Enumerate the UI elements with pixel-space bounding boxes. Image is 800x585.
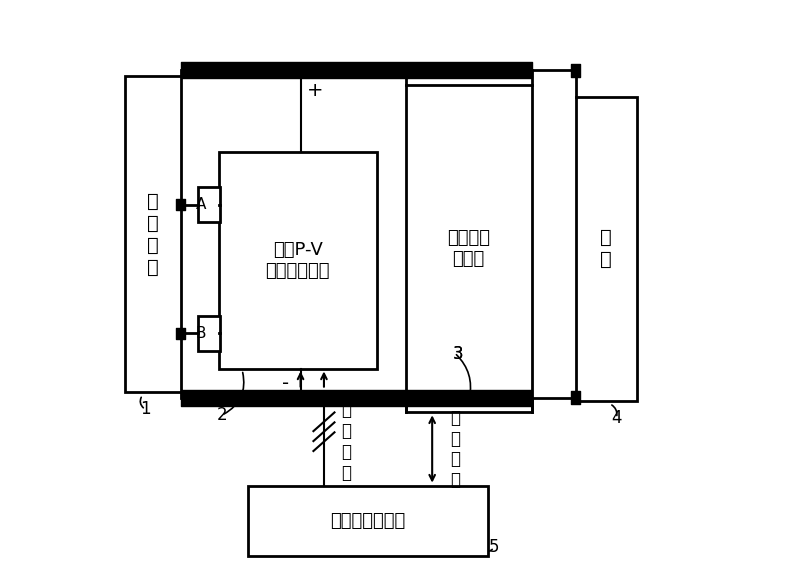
Text: B: B: [196, 326, 206, 341]
Text: 驱
动
信
号: 驱 动 信 号: [341, 401, 351, 482]
Text: 负
载: 负 载: [600, 228, 612, 269]
Text: A: A: [196, 197, 206, 212]
Text: 4: 4: [611, 410, 622, 427]
Bar: [125, 76, 181, 392]
Bar: [575, 97, 637, 401]
Text: 1: 1: [140, 401, 151, 418]
Bar: [198, 316, 221, 351]
Text: 光伏发电
变换器: 光伏发电 变换器: [447, 229, 490, 268]
Text: -: -: [282, 374, 290, 393]
Text: 3: 3: [453, 345, 464, 363]
Text: +: +: [307, 81, 323, 100]
Text: 5: 5: [488, 538, 499, 556]
Text: 3: 3: [453, 345, 464, 363]
Bar: [198, 187, 221, 222]
Bar: [218, 152, 377, 369]
Text: 2: 2: [216, 407, 227, 424]
Text: 控
制
信
号: 控 制 信 号: [450, 409, 461, 489]
Text: 光伏发电控制器: 光伏发电控制器: [330, 512, 406, 529]
Text: 有源P-V
特性校正电路: 有源P-V 特性校正电路: [266, 241, 330, 280]
Bar: [406, 85, 532, 412]
Bar: [248, 486, 488, 556]
Text: 光
伏
组
件: 光 伏 组 件: [147, 191, 158, 277]
